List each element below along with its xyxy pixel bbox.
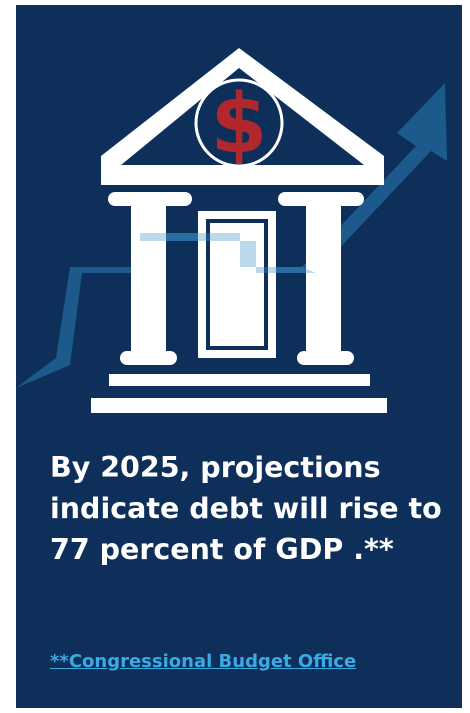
headline-line-2: indicate debt will rise to: [50, 492, 442, 525]
headline-line-3: 77 percent of GDP .**: [50, 533, 394, 566]
infographic-card: $ By 2025, projections indicate debt wil…: [16, 5, 462, 708]
bank-building-icon: [91, 48, 387, 413]
svg-text:$: $: [210, 77, 267, 172]
headline: By 2025, projections indicate debt will …: [50, 447, 450, 570]
headline-line-1: By 2025, projections: [50, 451, 381, 484]
bank-illustration: $: [16, 48, 447, 413]
source-link[interactable]: **Congressional Budget Office: [50, 651, 357, 672]
dollar-sign-icon: $: [194, 77, 284, 172]
